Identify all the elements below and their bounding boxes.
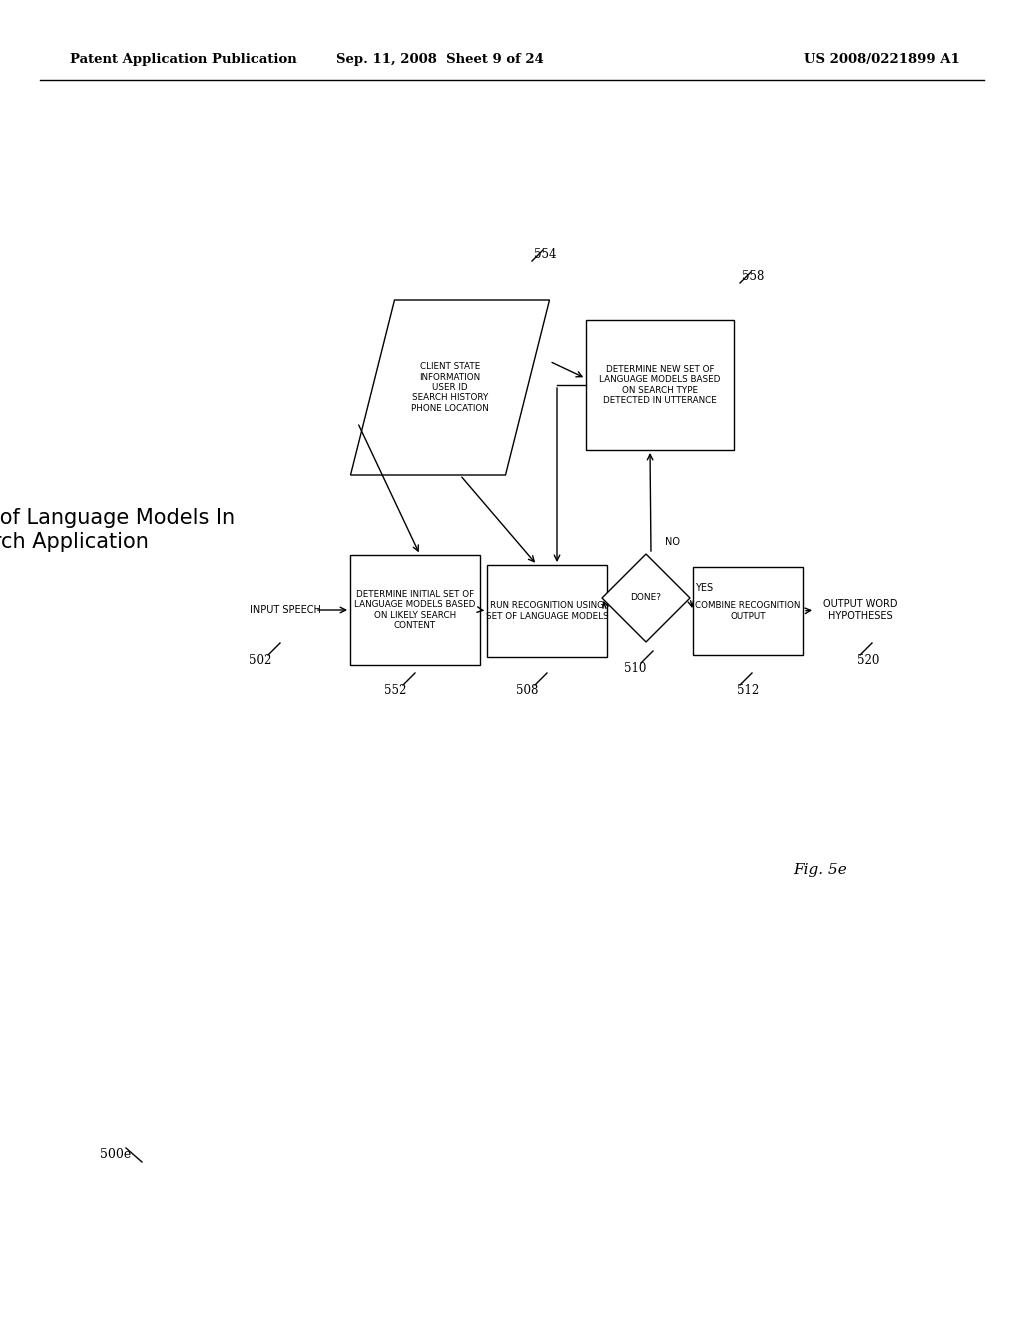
Text: 558: 558 — [741, 271, 764, 284]
Bar — [350, 554, 480, 665]
Polygon shape — [602, 554, 690, 642]
Text: 502: 502 — [249, 653, 271, 667]
Text: 520: 520 — [857, 653, 880, 667]
Text: DETERMINE NEW SET OF
LANGUAGE MODELS BASED
ON SEARCH TYPE
DETECTED IN UTTERANCE: DETERMINE NEW SET OF LANGUAGE MODELS BAS… — [599, 364, 721, 405]
Text: OUTPUT WORD
HYPOTHESES: OUTPUT WORD HYPOTHESES — [822, 599, 897, 620]
Text: 510: 510 — [624, 661, 646, 675]
Text: Patent Application Publication: Patent Application Publication — [70, 54, 297, 66]
Bar — [693, 568, 803, 655]
Text: 508: 508 — [516, 684, 539, 697]
Bar — [487, 565, 607, 657]
Text: RUN RECOGNITION USING
SET OF LANGUAGE MODELS: RUN RECOGNITION USING SET OF LANGUAGE MO… — [485, 602, 608, 620]
Bar — [586, 319, 734, 450]
Text: DONE?: DONE? — [631, 594, 662, 602]
Text: 500e: 500e — [100, 1148, 131, 1162]
Text: COMBINE RECOGNITION
OUTPUT: COMBINE RECOGNITION OUTPUT — [695, 602, 801, 620]
Text: 512: 512 — [737, 684, 759, 697]
Text: YES: YES — [695, 583, 713, 593]
Text: DETERMINE INITIAL SET OF
LANGUAGE MODELS BASED
ON LIKELY SEARCH
CONTENT: DETERMINE INITIAL SET OF LANGUAGE MODELS… — [354, 590, 476, 630]
Text: NO: NO — [665, 537, 680, 546]
Text: INPUT SPEECH: INPUT SPEECH — [250, 605, 321, 615]
Polygon shape — [350, 300, 550, 475]
Text: CLIENT STATE
INFORMATION
USER ID
SEARCH HISTORY
PHONE LOCATION: CLIENT STATE INFORMATION USER ID SEARCH … — [411, 362, 488, 413]
Text: Fig. 5e: Fig. 5e — [794, 863, 847, 876]
Text: 552: 552 — [384, 684, 407, 697]
Text: 554: 554 — [534, 248, 556, 261]
Text: US 2008/0221899 A1: US 2008/0221899 A1 — [804, 54, 961, 66]
Text: Sep. 11, 2008  Sheet 9 of 24: Sep. 11, 2008 Sheet 9 of 24 — [336, 54, 544, 66]
Text: Use of Language Models In
Search Application: Use of Language Models In Search Applica… — [0, 508, 236, 552]
